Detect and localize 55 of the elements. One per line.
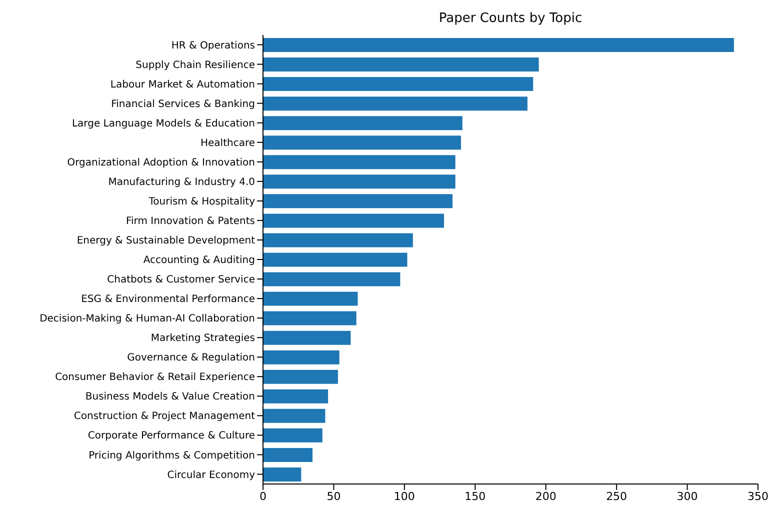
bar xyxy=(263,408,326,423)
bar xyxy=(263,233,413,248)
bar xyxy=(263,136,461,150)
bar xyxy=(263,350,340,364)
x-tick-label: 250 xyxy=(606,490,628,503)
y-tick-label: Energy & Sustainable Development xyxy=(76,236,256,247)
y-tick-label: Firm Innovation & Patents xyxy=(126,216,255,228)
x-tick-label: 50 xyxy=(326,490,341,503)
bar xyxy=(263,272,400,286)
y-tick-label: Governance & Regulation xyxy=(127,352,255,364)
y-tick-label: Pricing Algorithms & Competition xyxy=(88,450,255,462)
x-tick-label: 100 xyxy=(394,490,415,503)
bar xyxy=(263,467,302,482)
y-tick-label: Decision-Making & Human-AI Collaboration xyxy=(40,314,255,325)
y-tick-label: Construction & Project Management xyxy=(74,411,256,422)
y-tick-label: Large Language Models & Education xyxy=(72,118,255,130)
bar xyxy=(263,58,539,72)
x-tick-label: 300 xyxy=(676,490,698,503)
x-tick-label: 0 xyxy=(260,490,266,503)
chart-title: Paper Counts by Topic xyxy=(438,10,584,28)
bar xyxy=(263,311,356,326)
bar xyxy=(263,370,338,384)
bar xyxy=(263,116,462,130)
y-tick-label: Accounting & Auditing xyxy=(143,255,255,266)
y-tick-label: Financial Services & Banking xyxy=(111,98,255,110)
x-tick-label: 200 xyxy=(535,490,556,503)
bar xyxy=(263,448,312,462)
y-tick-label: Chatbots & Customer Service xyxy=(107,274,255,286)
bar xyxy=(263,96,528,111)
y-tick-label: Tourism & Hospitality xyxy=(148,196,256,208)
y-tick-label: Marketing Strategies xyxy=(150,333,255,344)
bar xyxy=(263,77,534,92)
y-tick-label: ESG & Environmental Performance xyxy=(81,294,255,306)
y-tick-label: Healthcare xyxy=(200,138,255,149)
bar xyxy=(263,292,358,306)
y-tick-label: Consumer Behavior & Retail Experience xyxy=(55,372,255,384)
bar xyxy=(263,194,453,208)
y-tick-label: Labour Market & Automation xyxy=(110,79,255,90)
x-tick-label: 150 xyxy=(464,490,486,503)
bar xyxy=(263,155,456,170)
y-tick-label: Circular Economy xyxy=(167,470,256,481)
bar xyxy=(263,252,408,267)
y-tick-label: Business Models & Value Creation xyxy=(85,392,255,403)
bar xyxy=(263,428,322,442)
y-tick-label: Organizational Adoption & Innovation xyxy=(67,157,255,168)
bar xyxy=(263,174,456,189)
y-tick-label: Manufacturing & Industry 4.0 xyxy=(108,176,255,188)
y-tick-label: HR & Operations xyxy=(171,40,255,52)
bar xyxy=(263,38,734,52)
y-tick-label: Corporate Performance & Culture xyxy=(88,430,255,442)
y-tick-label: Supply Chain Resilience xyxy=(136,60,255,71)
bar xyxy=(263,389,328,404)
x-tick-label: 350 xyxy=(748,490,768,503)
bar xyxy=(263,330,351,345)
bar xyxy=(263,214,444,228)
